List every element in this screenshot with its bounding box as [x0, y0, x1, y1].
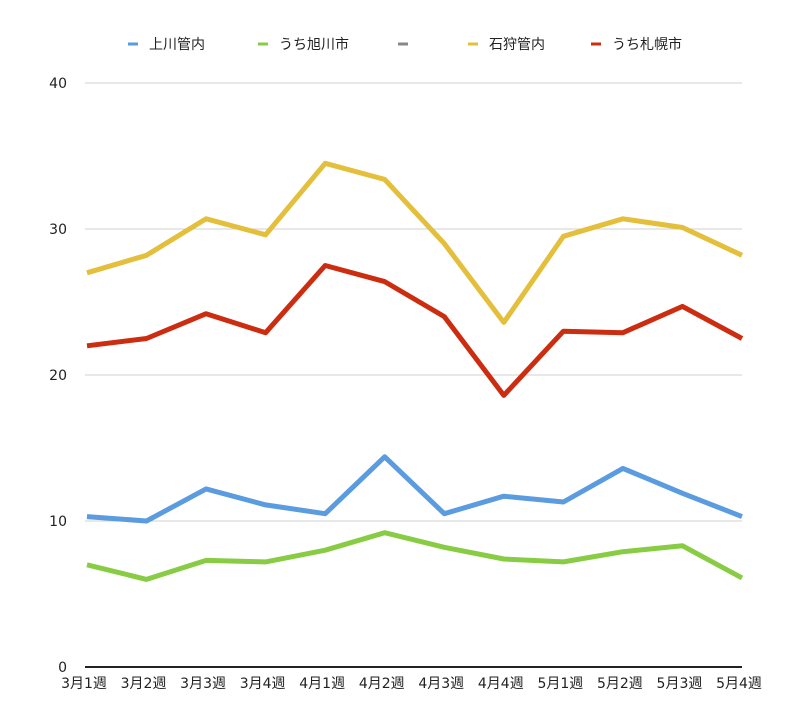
legend: 上川管内 うち旭川市 石狩管内 うち札幌市	[128, 36, 682, 53]
x-tick-label: 3月1週	[61, 676, 107, 692]
x-tick-label: 4月2週	[359, 676, 405, 692]
x-tick-label: 5月1週	[537, 676, 583, 692]
x-axis: 3月1週 3月2週 3月3週 3月4週 4月1週 4月2週 4月3週 4月4週 5月1週 5月2週…	[61, 666, 762, 692]
legend-label-4: うち札幌市	[612, 36, 682, 53]
y-tick-label: 30	[49, 222, 67, 238]
x-tick-label: 5月2週	[597, 676, 643, 692]
x-tick-label: 3月2週	[121, 676, 167, 692]
series-line-3	[86, 160, 744, 325]
legend-label-0: 上川管内	[149, 37, 205, 53]
x-tick-label: 4月3週	[418, 676, 464, 692]
y-tick-label: 20	[49, 368, 67, 384]
y-axis: 0 10 20 30 40	[49, 76, 67, 676]
x-tick-label: 3月3週	[180, 676, 226, 692]
y-tick-label: 10	[49, 514, 67, 530]
gridlines	[85, 82, 742, 522]
legend-label-3: 石狩管内	[489, 37, 545, 53]
x-tick-label: 4月1週	[299, 676, 345, 692]
x-tick-label: 5月4週	[716, 676, 762, 692]
y-tick-label: 40	[49, 76, 67, 92]
y-tick-label: 0	[58, 660, 67, 676]
series-line-0	[86, 454, 743, 524]
series-line-1	[86, 530, 744, 582]
x-tick-label: 5月3週	[657, 676, 703, 692]
series-lines	[86, 160, 744, 582]
x-tick-label: 3月4週	[240, 676, 286, 692]
legend-label-1: うち旭川市	[279, 36, 349, 53]
x-tick-label: 4月4週	[478, 676, 524, 692]
series-line-4	[86, 263, 744, 398]
